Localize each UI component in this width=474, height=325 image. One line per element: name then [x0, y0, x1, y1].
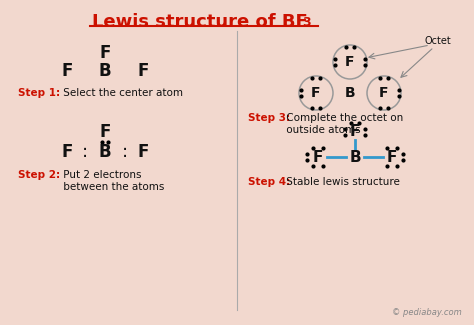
Text: Step 4:: Step 4: — [248, 177, 290, 187]
Text: F: F — [61, 143, 73, 161]
Text: Select the center atom: Select the center atom — [60, 88, 183, 98]
Text: B: B — [345, 86, 356, 100]
Text: Step 1:: Step 1: — [18, 88, 60, 98]
Text: F: F — [313, 150, 323, 164]
Text: Step 3:: Step 3: — [248, 113, 290, 123]
Text: Stable lewis structure: Stable lewis structure — [283, 177, 400, 187]
Text: B: B — [99, 62, 111, 80]
Text: F: F — [311, 86, 321, 100]
Text: F: F — [100, 123, 111, 141]
Text: F: F — [137, 62, 149, 80]
Text: :: : — [122, 143, 128, 161]
Text: © pediabay.com: © pediabay.com — [392, 308, 462, 317]
Text: Step 2:: Step 2: — [18, 170, 60, 180]
Text: F: F — [350, 124, 360, 139]
Text: Lewis structure of BF: Lewis structure of BF — [92, 13, 308, 31]
Text: 3: 3 — [302, 16, 310, 29]
Text: Octet: Octet — [425, 36, 451, 46]
Text: F: F — [345, 55, 355, 69]
Text: F: F — [387, 150, 397, 164]
Text: F: F — [379, 86, 389, 100]
Text: B: B — [349, 150, 361, 164]
Text: B: B — [99, 143, 111, 161]
Text: Complete the octet on
 outside atoms: Complete the octet on outside atoms — [283, 113, 403, 135]
Text: F: F — [100, 44, 111, 62]
Text: F: F — [137, 143, 149, 161]
Text: F: F — [61, 62, 73, 80]
Text: Put 2 electrons
 between the atoms: Put 2 electrons between the atoms — [60, 170, 164, 192]
Text: :: : — [82, 143, 88, 161]
